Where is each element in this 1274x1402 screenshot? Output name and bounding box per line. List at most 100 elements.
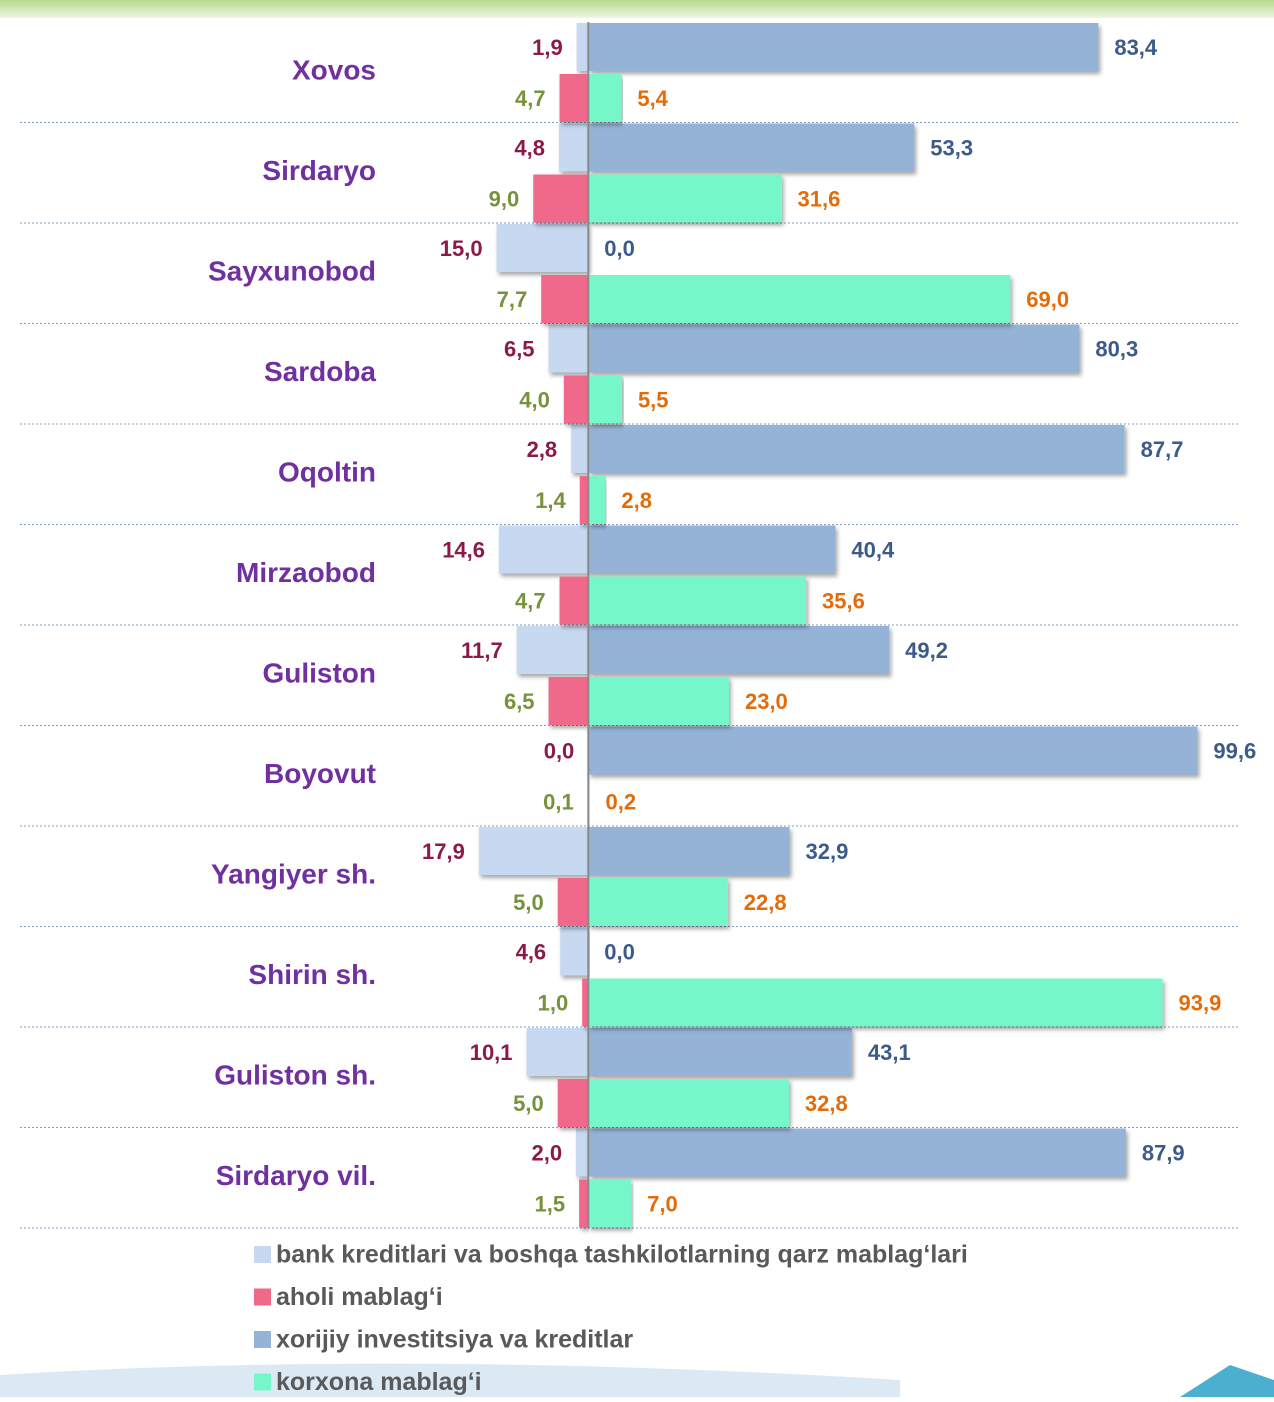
bar <box>526 1028 589 1076</box>
value-label: 10,1 <box>470 1040 513 1065</box>
bar <box>588 576 807 625</box>
bar <box>496 224 589 272</box>
category-label: Mirzaobod <box>236 557 376 588</box>
value-label: 1,4 <box>535 488 566 513</box>
bar <box>588 1028 852 1076</box>
value-label: 9,0 <box>489 186 520 211</box>
value-label: 6,5 <box>504 689 535 714</box>
value-label: 53,3 <box>930 135 973 160</box>
bar <box>571 425 589 473</box>
value-label: 15,0 <box>440 236 483 261</box>
bar <box>557 1079 589 1127</box>
value-label: 5,0 <box>513 1091 544 1116</box>
bar <box>576 23 589 71</box>
bar <box>559 74 589 122</box>
value-label: 80,3 <box>1095 336 1138 361</box>
bar <box>560 927 589 976</box>
decoration <box>0 1363 900 1397</box>
value-label: 0,1 <box>543 789 574 814</box>
value-label: 69,0 <box>1026 287 1069 312</box>
value-label: 2,0 <box>531 1140 562 1165</box>
value-label: 4,7 <box>515 86 546 111</box>
value-label: 43,1 <box>868 1040 911 1065</box>
category-label: Guliston sh. <box>214 1060 376 1091</box>
bar <box>588 1128 1126 1177</box>
bar <box>588 1079 789 1127</box>
bar <box>579 1179 589 1228</box>
value-label: 4,8 <box>514 135 545 160</box>
value-label: 7,7 <box>497 287 528 312</box>
value-label: 23,0 <box>745 689 788 714</box>
bar <box>588 626 890 674</box>
value-label: 5,5 <box>638 387 669 412</box>
value-label: 11,7 <box>461 638 503 663</box>
legend-swatch <box>254 1288 271 1306</box>
bar <box>588 324 1080 373</box>
category-label: Boyovut <box>264 758 376 789</box>
header-band <box>0 0 1274 18</box>
bar <box>588 174 782 223</box>
value-label: 0,0 <box>604 236 635 261</box>
decoration <box>1180 1365 1274 1397</box>
legend-label: bank kreditlari va boshqa tashkilotlarni… <box>276 1241 968 1269</box>
bar <box>576 1128 589 1177</box>
category-label: Shirin sh. <box>248 959 376 990</box>
value-label: 5,0 <box>513 890 544 915</box>
category-label: Guliston <box>262 658 376 689</box>
bar <box>548 677 589 725</box>
value-label: 83,4 <box>1114 35 1158 60</box>
category-label: Yangiyer sh. <box>211 859 376 890</box>
bar <box>588 978 1163 1027</box>
value-label: 22,8 <box>744 890 787 915</box>
value-label: 2,8 <box>527 437 558 462</box>
value-label: 4,6 <box>516 939 547 964</box>
category-label: Xovos <box>292 55 376 86</box>
legend-swatch <box>254 1373 271 1391</box>
value-label: 32,9 <box>806 839 849 864</box>
bar <box>548 324 589 373</box>
value-label: 6,5 <box>504 336 535 361</box>
category-label: Sayxunobod <box>208 256 376 287</box>
bar <box>579 476 589 524</box>
category-label: Sardoba <box>264 356 376 387</box>
value-label: 0,0 <box>544 738 575 763</box>
value-label: 4,0 <box>519 387 550 412</box>
legend-swatch <box>254 1246 271 1263</box>
value-label: 14,6 <box>442 537 485 562</box>
bar <box>541 275 589 323</box>
bar <box>533 174 589 223</box>
bar <box>588 74 622 122</box>
value-label: 31,6 <box>798 186 841 211</box>
legend-swatch <box>254 1331 271 1348</box>
category-label: Sirdaryo vil. <box>216 1160 376 1191</box>
bar <box>588 476 606 524</box>
category-label: Sirdaryo <box>262 155 376 186</box>
bar <box>588 425 1125 473</box>
value-label: 40,4 <box>851 537 895 562</box>
value-label: 1,5 <box>535 1191 566 1216</box>
bar <box>588 525 836 574</box>
value-label: 17,9 <box>422 839 465 864</box>
value-label: 35,6 <box>822 588 865 613</box>
value-label: 32,8 <box>805 1091 848 1116</box>
value-label: 2,8 <box>621 488 652 513</box>
value-label: 87,9 <box>1142 1140 1185 1165</box>
value-label: 1,0 <box>538 990 569 1015</box>
bar <box>588 827 790 875</box>
bar <box>582 978 589 1027</box>
value-label: 93,9 <box>1179 990 1222 1015</box>
value-label: 99,6 <box>1213 738 1256 763</box>
bar <box>516 626 589 674</box>
legend-label: aholi mablag‘i <box>276 1283 443 1311</box>
bar <box>588 123 915 172</box>
legend-label: xorijiy investitsiya va kreditlar <box>276 1326 633 1354</box>
bar <box>563 375 589 424</box>
bar <box>588 1179 632 1228</box>
bar <box>499 525 589 574</box>
value-label: 1,9 <box>532 35 563 60</box>
bar <box>588 878 728 926</box>
bar <box>588 375 622 424</box>
bar <box>588 726 1198 775</box>
value-label: 7,0 <box>647 1191 678 1216</box>
value-label: 5,4 <box>637 86 668 111</box>
